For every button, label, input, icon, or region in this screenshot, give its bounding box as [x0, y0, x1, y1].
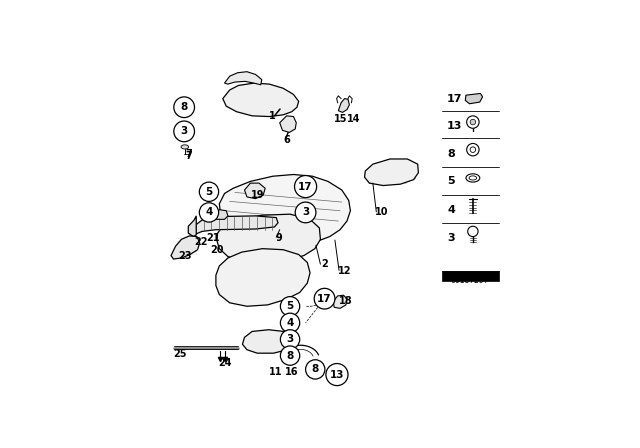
Text: 4: 4 [205, 207, 212, 217]
Text: 16: 16 [285, 367, 298, 377]
Circle shape [174, 97, 195, 117]
Bar [442, 271, 499, 281]
Text: 14: 14 [348, 114, 361, 124]
Text: 13: 13 [447, 121, 462, 131]
Polygon shape [216, 249, 310, 306]
Polygon shape [171, 236, 200, 259]
Polygon shape [220, 174, 351, 246]
Text: 4: 4 [447, 205, 455, 215]
Polygon shape [244, 183, 265, 198]
Circle shape [280, 346, 300, 365]
Circle shape [174, 121, 195, 142]
Text: 10: 10 [374, 207, 388, 217]
Circle shape [467, 143, 479, 156]
Circle shape [314, 289, 335, 309]
Text: 17: 17 [317, 294, 332, 304]
Text: 3: 3 [287, 334, 294, 345]
Text: 9: 9 [276, 233, 282, 243]
Ellipse shape [466, 174, 480, 182]
Circle shape [470, 119, 476, 125]
Text: 15: 15 [334, 114, 348, 124]
Circle shape [326, 363, 348, 386]
Circle shape [199, 203, 219, 222]
Text: 12: 12 [339, 266, 352, 276]
Text: 8: 8 [287, 351, 294, 361]
Polygon shape [280, 116, 296, 133]
Polygon shape [339, 99, 349, 112]
Text: 00187297: 00187297 [451, 276, 490, 285]
Polygon shape [365, 159, 419, 185]
Text: 23: 23 [179, 250, 192, 261]
Text: 24: 24 [218, 358, 232, 368]
Text: 21: 21 [207, 233, 220, 243]
Text: 2: 2 [321, 259, 328, 269]
Text: 7: 7 [186, 151, 193, 160]
Polygon shape [217, 214, 321, 263]
Polygon shape [223, 83, 299, 116]
Polygon shape [243, 330, 293, 353]
Text: 1: 1 [269, 111, 276, 121]
Text: 7: 7 [186, 150, 193, 159]
Circle shape [467, 116, 479, 128]
Circle shape [295, 202, 316, 223]
Text: 13: 13 [330, 370, 344, 379]
Polygon shape [225, 72, 262, 85]
Text: 3: 3 [302, 207, 309, 217]
Text: 3: 3 [180, 126, 188, 136]
Circle shape [305, 360, 325, 379]
Text: 8: 8 [447, 149, 455, 159]
Text: 11: 11 [269, 367, 282, 377]
Ellipse shape [181, 145, 189, 149]
Polygon shape [214, 210, 228, 220]
Text: 8: 8 [180, 102, 188, 112]
Text: 4: 4 [286, 318, 294, 328]
Text: 17: 17 [447, 94, 463, 103]
Text: 8: 8 [312, 364, 319, 375]
Text: 18: 18 [339, 297, 352, 306]
Circle shape [280, 297, 300, 316]
Polygon shape [465, 94, 483, 104]
Circle shape [280, 330, 300, 349]
Text: 5: 5 [447, 177, 454, 186]
Text: 19: 19 [252, 190, 265, 200]
Ellipse shape [469, 176, 477, 180]
Text: 5: 5 [205, 187, 212, 197]
Text: 3: 3 [447, 233, 454, 243]
Text: 20: 20 [210, 246, 223, 255]
Text: 22: 22 [194, 237, 207, 247]
Circle shape [294, 176, 317, 198]
Text: 5: 5 [287, 301, 294, 311]
Circle shape [468, 226, 478, 237]
Text: 17: 17 [298, 181, 313, 192]
Text: 25: 25 [173, 349, 187, 359]
Polygon shape [333, 295, 347, 308]
Polygon shape [194, 216, 278, 234]
Circle shape [199, 182, 219, 202]
Text: 6: 6 [284, 135, 291, 145]
Circle shape [280, 313, 300, 332]
Polygon shape [188, 216, 196, 237]
